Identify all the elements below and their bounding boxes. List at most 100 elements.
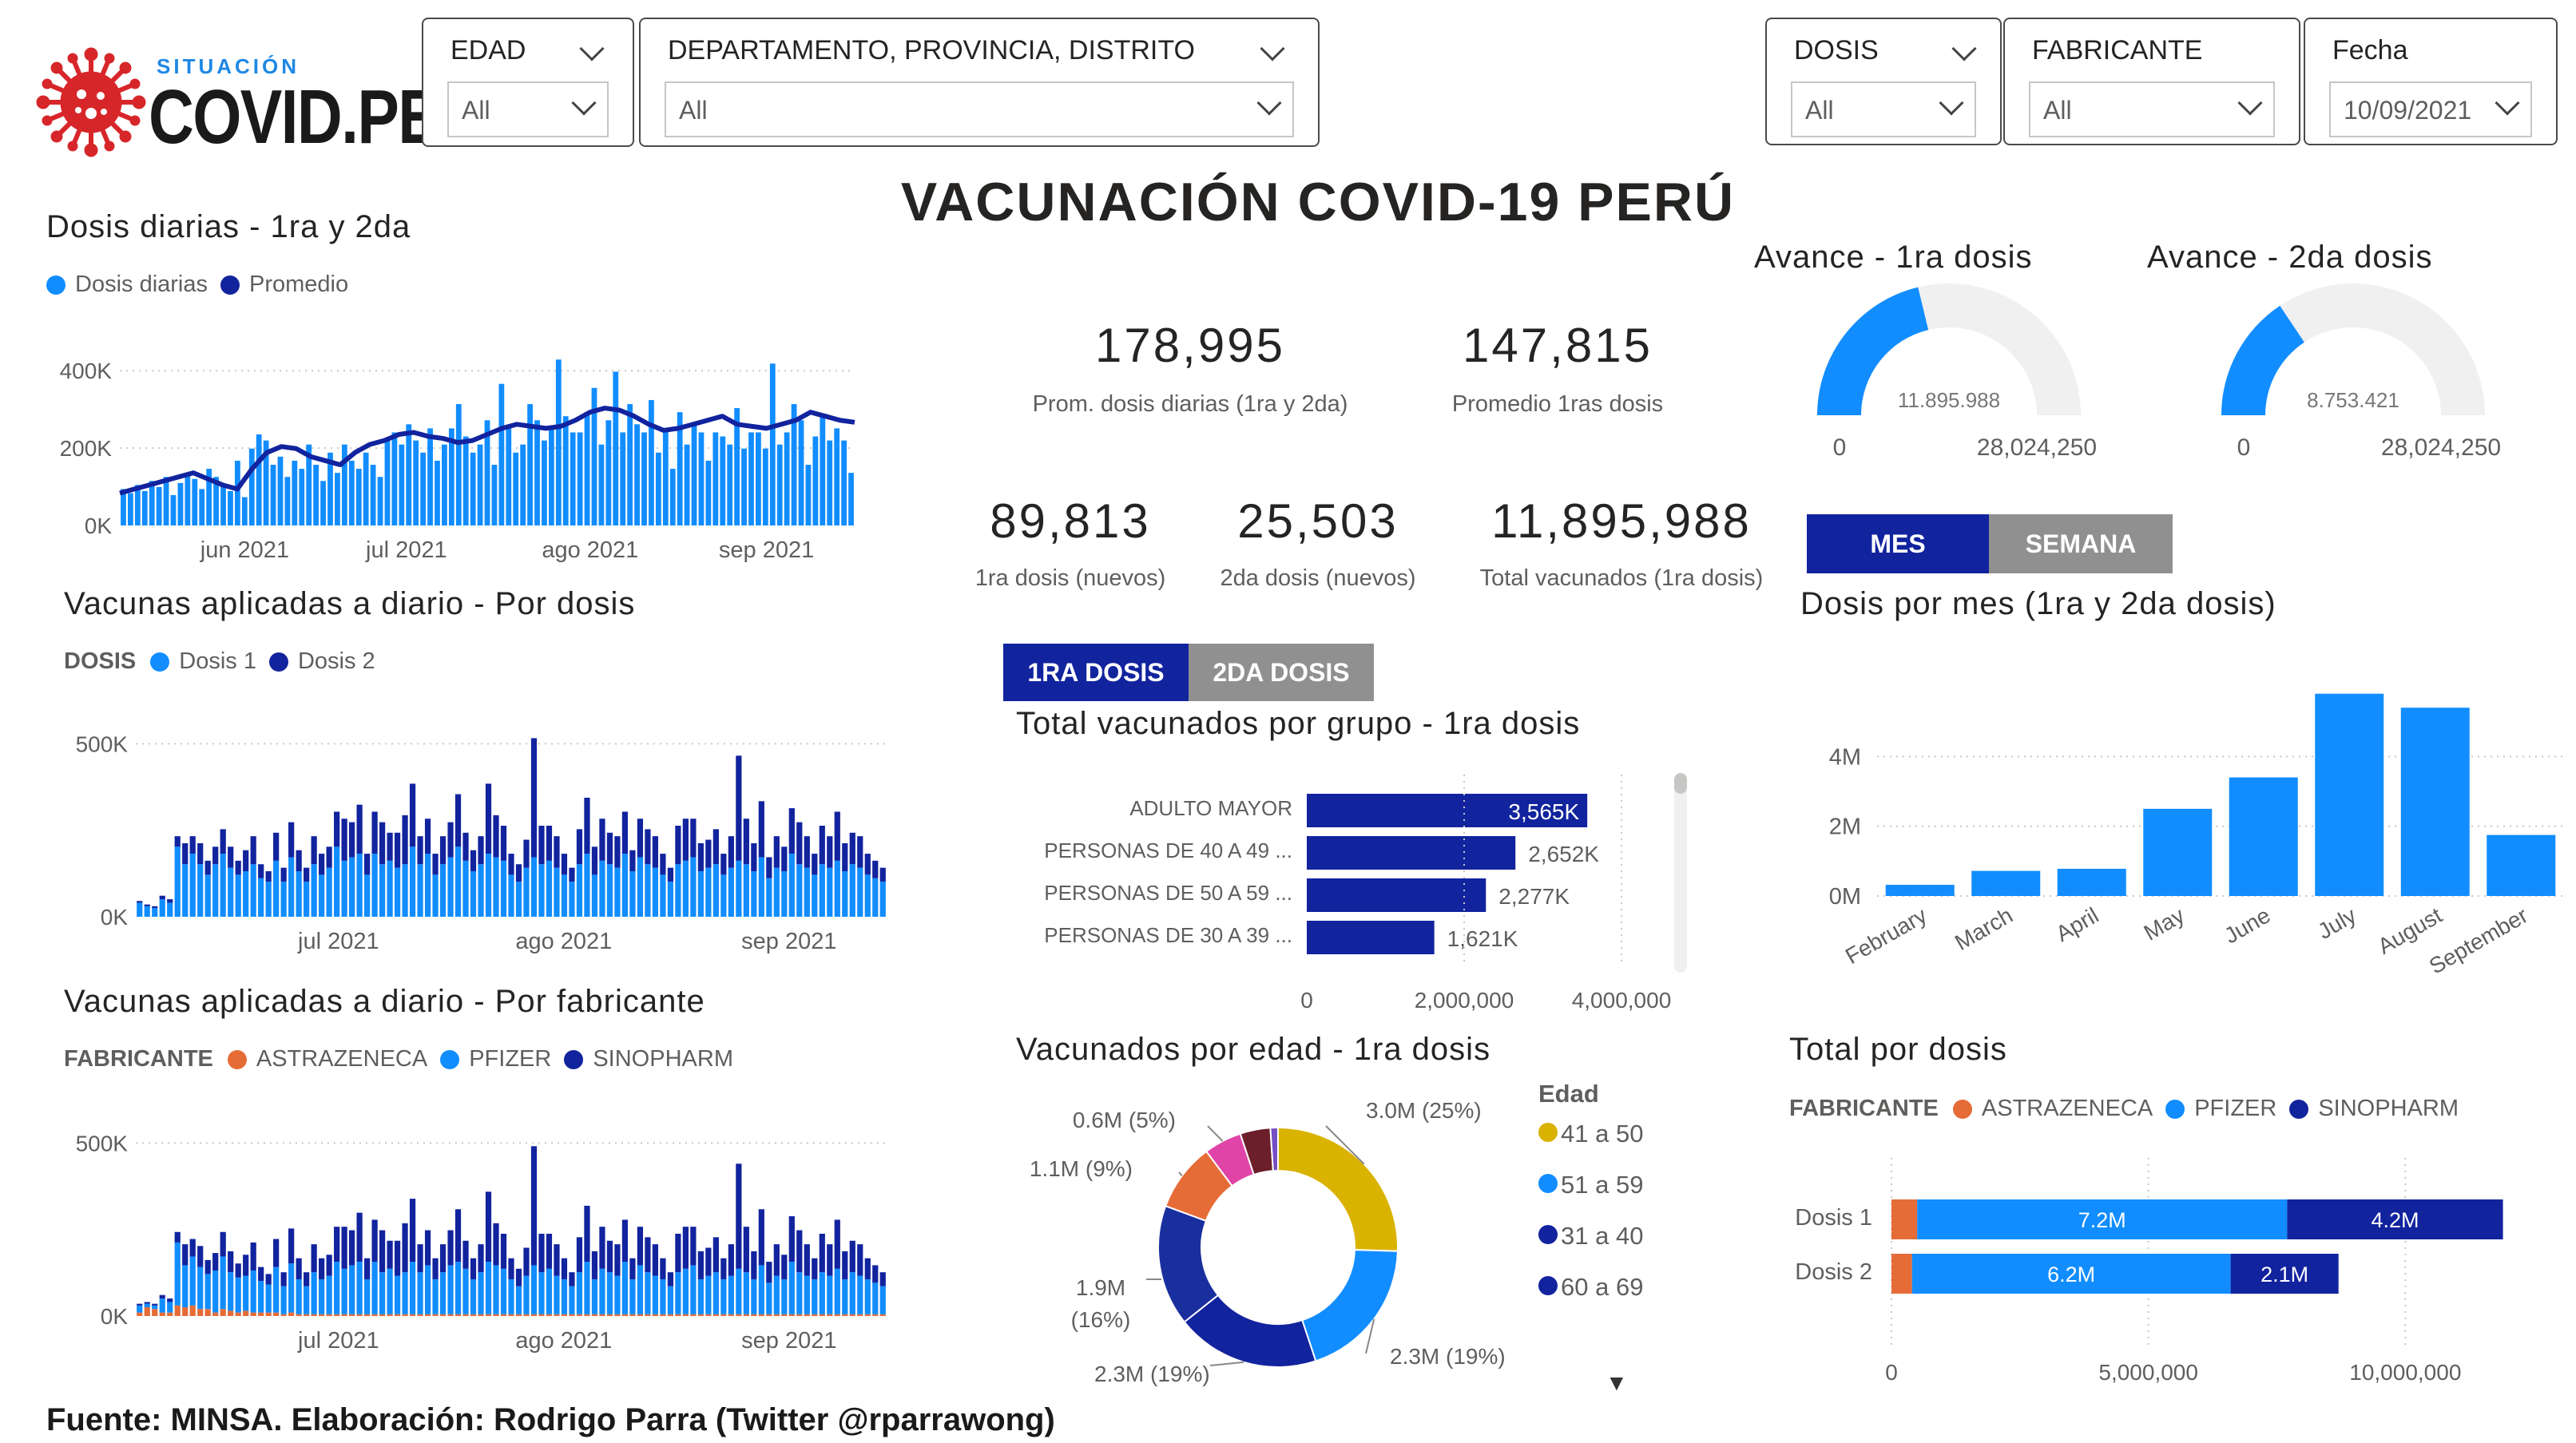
bar: [827, 1275, 833, 1314]
bar: [273, 832, 280, 861]
bar: [621, 1219, 629, 1263]
bar: [705, 839, 712, 868]
bar: [1307, 794, 1588, 827]
tab-2da-dosis[interactable]: 2DA DOSIS: [1189, 644, 1374, 701]
bar: [538, 1314, 545, 1316]
chart-por-dosis[interactable]: 0K 500K jul 2021 ago 2021 sep 2021: [32, 703, 895, 966]
bar: [250, 1271, 256, 1313]
gauge-avance-1ra[interactable]: 11.895.988 0 28,024,250: [1797, 279, 2101, 471]
bar: [363, 1278, 371, 1314]
bar: [478, 1272, 484, 1314]
chart-grupo[interactable]: ADULTO MAYOR 3,565K PERSONAS DE 40 A 49 ..…: [990, 759, 1709, 1022]
scroll-down-arrow-icon[interactable]: ▼: [1606, 1370, 1628, 1395]
data-label: 4.2M: [2371, 1208, 2419, 1232]
bar: [570, 432, 576, 525]
bar: [417, 864, 423, 917]
bar: [629, 1314, 636, 1316]
bar: [258, 1281, 264, 1313]
legend-dosis-diarias: Dosis diarias Promedio: [46, 272, 348, 298]
bar: [439, 836, 447, 865]
slicer-region[interactable]: DEPARTAMENTO, PROVINCIA, DISTRITO All: [639, 18, 1320, 147]
bar: [182, 842, 189, 865]
slicer-fecha[interactable]: Fecha 10/09/2021: [2304, 18, 2558, 145]
legend-total-dosis: FABRICANTE ASTRAZENECA PFIZER SINOPHARM: [1789, 1096, 2459, 1122]
bar: [561, 854, 568, 875]
bar: [228, 1272, 234, 1311]
tab-1ra-dosis[interactable]: 1RA DOSIS: [1003, 644, 1189, 701]
slicer-fabricante-select[interactable]: All: [2029, 81, 2275, 137]
legend-por-fabricante: FABRICANTE ASTRAZENECA PFIZER SINOPHARM: [64, 1046, 733, 1072]
chart-por-fabricante[interactable]: 0K 500K jul 2021 ago 2021 sep 2021: [32, 1102, 895, 1366]
bar: [228, 867, 234, 917]
bar: [621, 811, 629, 854]
bar: [348, 460, 355, 525]
bar: [614, 836, 621, 868]
bar: [864, 1314, 871, 1316]
bar: [682, 1268, 689, 1314]
bar: [812, 854, 818, 875]
chart-total-dosis[interactable]: 0 5,000,000 10,000,000 Dosis 1 7.2M 4.2M Dosis…: [1789, 1142, 2540, 1397]
slicer-fabricante[interactable]: FABRICANTE All: [2003, 18, 2300, 145]
chevron-down-icon: [1256, 90, 1282, 116]
chart-edad[interactable]: 3.0M (25%) 2.3M (19%) 2.3M (19%) 1.1M (9%) 0…: [990, 1070, 1550, 1405]
bar: [326, 1255, 332, 1276]
x-tick-label: jul 2021: [365, 537, 447, 563]
bar: [508, 854, 514, 875]
x-tick-label: 4,000,000: [1572, 988, 1672, 1013]
category-label: ADULTO MAYOR: [1129, 796, 1292, 820]
bar: [834, 1314, 840, 1316]
bar: [387, 1268, 393, 1314]
bar: [546, 826, 553, 861]
bar: [265, 1312, 272, 1316]
slicer-edad[interactable]: EDAD All: [422, 18, 634, 147]
chevron-down-icon: [579, 36, 605, 61]
bar: [751, 871, 757, 917]
bar: [773, 1275, 780, 1314]
bar: [319, 1278, 325, 1314]
bar: [796, 1272, 803, 1314]
slicer-dosis[interactable]: DOSIS All: [1765, 18, 2002, 145]
bar: [682, 1227, 689, 1269]
bar: [697, 842, 704, 871]
bar: [439, 864, 447, 917]
slicer-dosis-value: All: [1805, 96, 1834, 125]
bar: [137, 1303, 143, 1306]
bar: [478, 1314, 484, 1316]
bar: [542, 440, 547, 525]
bar: [258, 878, 264, 917]
bar: [448, 428, 454, 525]
bar: [387, 1314, 393, 1316]
bar: [812, 1278, 818, 1314]
bar: [788, 1262, 795, 1314]
bar: [523, 1314, 530, 1316]
legend-dot-light: [46, 275, 65, 295]
bar-segment: [1891, 1254, 1912, 1294]
chart-dosis-diarias[interactable]: 0K 200K 400K jun 2021 jul 2021 ago 2021 sep 20…: [32, 319, 863, 575]
bar: [159, 899, 165, 917]
bar: [848, 473, 854, 525]
bar: [591, 874, 598, 917]
tab-semana[interactable]: SEMANA: [1989, 514, 2173, 573]
x-tick-label: sep 2021: [741, 1328, 836, 1354]
bar: [144, 1307, 150, 1316]
bar: [819, 864, 825, 917]
bar: [576, 1237, 583, 1273]
gauge-avance-2da[interactable]: 8.753.421 0 28,024,250: [2201, 279, 2505, 471]
slicer-dosis-select[interactable]: All: [1791, 81, 1976, 137]
bar: [652, 1314, 659, 1316]
bar: [391, 432, 398, 525]
bar: [273, 1267, 280, 1313]
bar: [356, 1262, 363, 1314]
bar: [621, 1262, 629, 1314]
bar: [235, 1277, 241, 1313]
slicer-fecha-select[interactable]: 10/09/2021: [2329, 81, 2532, 137]
bar: [599, 860, 605, 917]
bar: [857, 836, 863, 868]
bar: [562, 416, 569, 525]
kpi-1ra-nuevos-label: 1ra dosis (nuevos): [974, 565, 1166, 591]
tab-mes[interactable]: MES: [1807, 514, 1989, 573]
slicer-edad-select[interactable]: All: [447, 81, 609, 137]
slicer-region-select[interactable]: All: [665, 81, 1294, 137]
bar: [447, 1265, 454, 1314]
